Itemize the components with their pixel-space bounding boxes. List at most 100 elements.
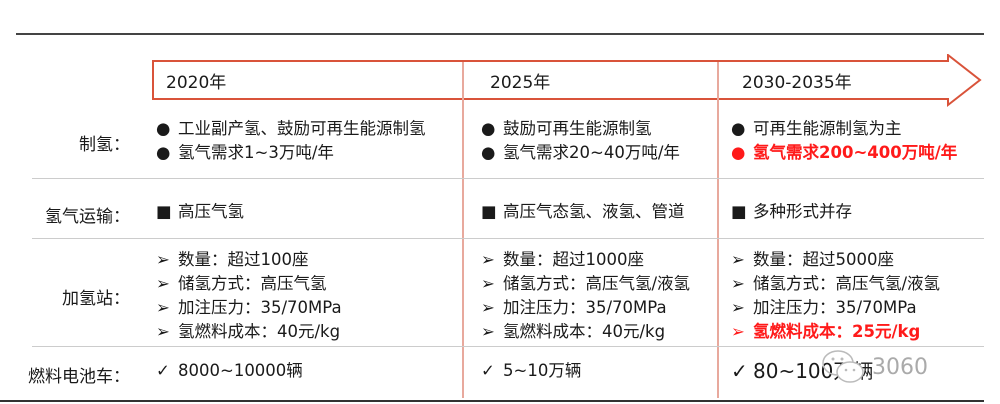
timeline-arrow xyxy=(152,54,982,108)
cell-line: ➢ 氢燃料成本：40元/kg xyxy=(156,320,342,344)
cell-text: 氢气需求20~40万吨/年 xyxy=(503,143,680,162)
cell-line: ➢ 加注压力：35/70MPa xyxy=(156,296,342,320)
bullet-marker: ■ xyxy=(731,202,747,221)
cell-text: 数量：超过1000座 xyxy=(503,250,644,269)
year-2025: 2025年 xyxy=(490,73,551,93)
cell-text: 储氢方式：高压气氢/液氢 xyxy=(503,274,691,293)
row-divider xyxy=(32,238,984,239)
cell-line: ■ 高压气态氢、液氢、管道 xyxy=(481,200,685,224)
cell-line: ➢ 加注压力：35/70MPa xyxy=(481,296,690,320)
bullet-marker: ● xyxy=(481,119,496,138)
cell-text: 加注压力：35/70MPa xyxy=(753,298,917,317)
cell-line: ● 可再生能源制氢为主 xyxy=(731,117,957,141)
cell-text: 氢气需求200~400万吨/年 xyxy=(753,143,958,162)
cell-line: ● 工业副产氢、鼓励可再生能源制氢 xyxy=(156,117,426,141)
cell-line: ➢ 氢燃料成本：40元/kg xyxy=(481,320,690,344)
bullet-marker: ➢ xyxy=(731,274,745,293)
cell-line: ● 鼓励可再生能源制氢 xyxy=(481,117,680,141)
cell-line: ● 氢气需求200~400万吨/年 xyxy=(731,141,957,165)
row-divider xyxy=(32,178,984,179)
cell-text: 储氢方式：高压气氢 xyxy=(178,274,327,293)
bullet-marker: ✓ xyxy=(156,361,170,380)
bullet-marker: ➢ xyxy=(481,274,495,293)
cell-line: ➢ 数量：超过100座 xyxy=(156,248,342,272)
cell-line: ■ 多种形式并存 xyxy=(731,200,852,224)
bullet-marker: ● xyxy=(156,119,171,138)
bullet-marker: ➢ xyxy=(156,250,170,269)
cell-line: ■ 高压气氢 xyxy=(156,200,244,224)
cell-text: 高压气氢 xyxy=(178,202,244,221)
top-rule xyxy=(16,33,984,35)
cell-text: 多种形式并存 xyxy=(753,202,852,221)
row-divider xyxy=(32,346,984,347)
cell: ● 鼓励可再生能源制氢 ● 氢气需求20~40万吨/年 xyxy=(481,117,680,165)
watermark-text: 3060 xyxy=(872,354,928,380)
cell: ✓ 8000~10000辆 xyxy=(156,359,303,383)
cell-text: 氢气需求1~3万吨/年 xyxy=(178,143,334,162)
cell-text: 加注压力：35/70MPa xyxy=(503,298,667,317)
cell-text: 氢燃料成本：25元/kg xyxy=(753,322,921,341)
cell-line: ✓ 5~10万辆 xyxy=(481,359,581,383)
cell-line: ➢ 加注压力：35/70MPa xyxy=(731,296,940,320)
cell-text: 数量：超过100座 xyxy=(178,250,309,269)
cell: ■ 高压气态氢、液氢、管道 xyxy=(481,200,685,224)
cell-line: ➢ 储氢方式：高压气氢/液氢 xyxy=(731,272,940,296)
bullet-marker: ➢ xyxy=(156,274,170,293)
column-divider xyxy=(717,62,719,398)
bullet-marker: ➢ xyxy=(481,250,495,269)
cell-text: 可再生能源制氢为主 xyxy=(753,119,902,138)
bullet-marker: ➢ xyxy=(481,298,495,317)
cell-text: 储氢方式：高压气氢/液氢 xyxy=(753,274,941,293)
bullet-marker: ➢ xyxy=(731,250,745,269)
cell-text: 8000~10000辆 xyxy=(178,361,303,380)
cell-line: ➢ 储氢方式：高压气氢/液氢 xyxy=(481,272,690,296)
bottom-rule xyxy=(0,400,984,402)
bullet-marker: ➢ xyxy=(156,298,170,317)
bullet-marker: ● xyxy=(731,119,746,138)
cell: ● 可再生能源制氢为主 ● 氢气需求200~400万吨/年 xyxy=(731,117,957,165)
bullet-marker: ● xyxy=(156,143,171,162)
bullet-marker: ● xyxy=(481,143,496,162)
bullet-marker: ■ xyxy=(481,202,497,221)
bullet-marker: ➢ xyxy=(731,298,745,317)
cell-line: ➢ 数量：超过1000座 xyxy=(481,248,690,272)
cell-text: 数量：超过5000座 xyxy=(753,250,894,269)
year-2030-2035: 2030-2035年 xyxy=(742,73,852,93)
cell-text: 鼓励可再生能源制氢 xyxy=(503,119,652,138)
cell: ✓ 5~10万辆 xyxy=(481,359,581,383)
row-label-vehicles: 燃料电池车： xyxy=(28,367,130,387)
cell: ● 工业副产氢、鼓励可再生能源制氢 ● 氢气需求1~3万吨/年 xyxy=(156,117,426,165)
cell-text: 高压气态氢、液氢、管道 xyxy=(503,202,685,221)
cell-line: ✓ 8000~10000辆 xyxy=(156,359,303,383)
cell-line: ➢ 数量：超过5000座 xyxy=(731,248,940,272)
cell-line: ➢ 储氢方式：高压气氢 xyxy=(156,272,342,296)
cell-text: 氢燃料成本：40元/kg xyxy=(178,322,341,341)
bullet-marker: ✓ xyxy=(731,359,748,383)
cell-text: 氢燃料成本：40元/kg xyxy=(503,322,666,341)
bullet-marker: ● xyxy=(731,143,746,162)
cell: ➢ 数量：超过5000座 ➢ 储氢方式：高压气氢/液氢 ➢ 加注压力：35/70MPa ➢ 氢… xyxy=(731,248,940,344)
watermark: 3060 xyxy=(820,348,928,386)
cell-text: 5~10万辆 xyxy=(503,361,582,380)
row-label-production: 制氢： xyxy=(79,135,130,155)
cell: ➢ 数量：超过1000座 ➢ 储氢方式：高压气氢/液氢 ➢ 加注压力：35/70MPa ➢ 氢… xyxy=(481,248,690,344)
bullet-marker: ➢ xyxy=(731,322,745,341)
cell: ■ 多种形式并存 xyxy=(731,200,852,224)
bullet-marker: ✓ xyxy=(481,361,495,380)
cell-line: ➢ 氢燃料成本：25元/kg xyxy=(731,320,940,344)
bullet-marker: ➢ xyxy=(156,322,170,341)
cell: ■ 高压气氢 xyxy=(156,200,244,224)
bullet-marker: ■ xyxy=(156,202,172,221)
cell-line: ● 氢气需求20~40万吨/年 xyxy=(481,141,680,165)
row-label-transport: 氢气运输： xyxy=(45,207,130,227)
year-2020: 2020年 xyxy=(166,73,227,93)
row-label-stations: 加氢站： xyxy=(62,289,130,309)
cell-text: 加注压力：35/70MPa xyxy=(178,298,342,317)
cell: ➢ 数量：超过100座 ➢ 储氢方式：高压气氢 ➢ 加注压力：35/70MPa ➢ 氢燃料成本… xyxy=(156,248,342,344)
column-divider xyxy=(462,62,464,398)
wechat-icon xyxy=(822,350,864,383)
cell-line: ● 氢气需求1~3万吨/年 xyxy=(156,141,426,165)
bullet-marker: ➢ xyxy=(481,322,495,341)
cell-text: 工业副产氢、鼓励可再生能源制氢 xyxy=(178,119,426,138)
